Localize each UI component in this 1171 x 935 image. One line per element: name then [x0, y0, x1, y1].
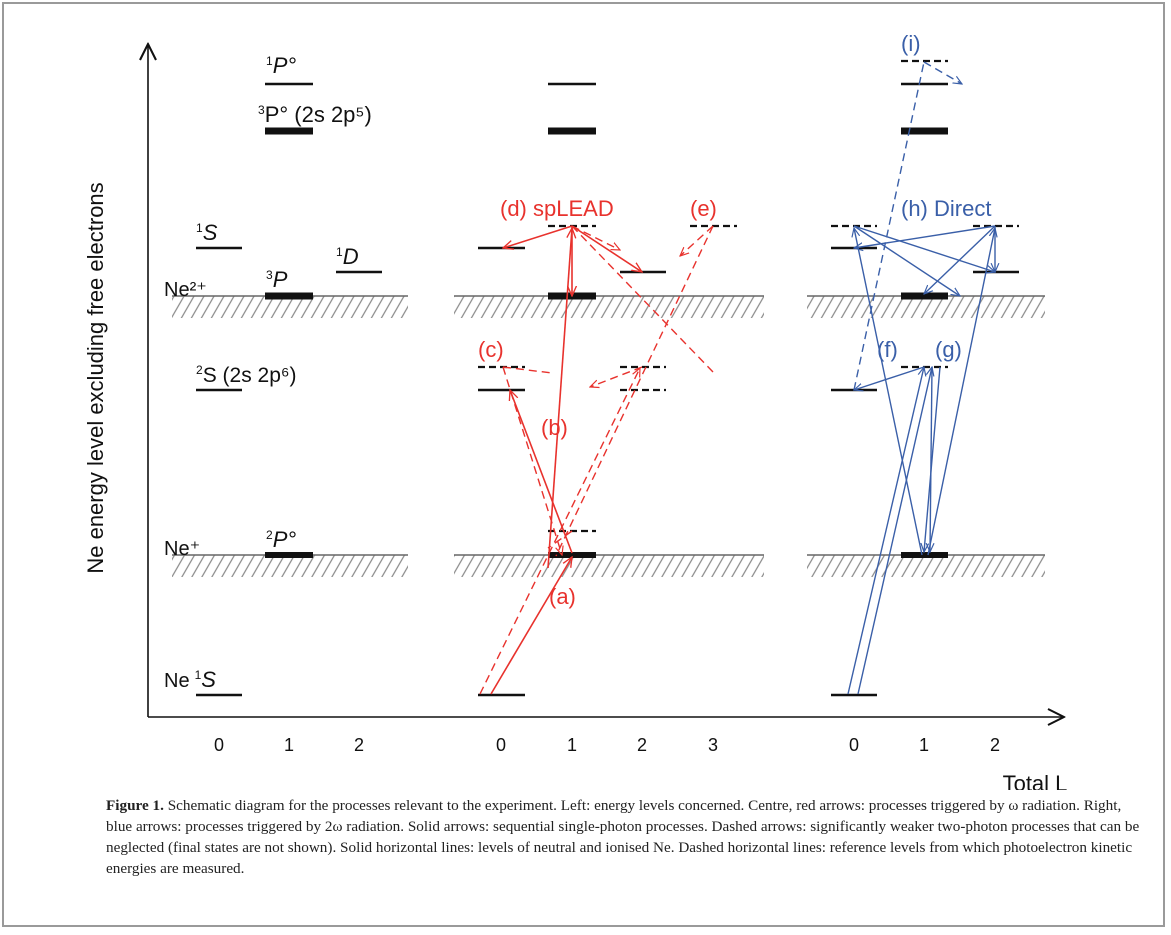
- arrow-i2: [923, 61, 962, 84]
- caption-text: Schematic diagram for the processes rele…: [106, 797, 1140, 877]
- arrow-i1: [853, 61, 925, 391]
- y-axis-label: Ne energy level excluding free electrons: [83, 182, 108, 573]
- arrow-f: [547, 530, 573, 549]
- arrow-b: [510, 390, 573, 554]
- arrow-c1: [502, 366, 553, 374]
- arrow-x: [590, 366, 643, 387]
- label-e: (e): [690, 196, 717, 221]
- label-c: (c): [478, 337, 504, 362]
- energy-level-diagram: Ne energy level excluding free electrons…: [83, 31, 1068, 790]
- arrow-h1: [854, 228, 923, 556]
- arrow-f1: [854, 366, 925, 390]
- arrow-c2: [502, 366, 562, 555]
- tick-centre-3: 3: [708, 735, 718, 755]
- ne2plus-threshold: [172, 295, 1045, 318]
- label-d: (d) spLEAD: [500, 196, 614, 221]
- arrow-a1: [490, 557, 572, 695]
- label-i: (i): [901, 31, 921, 56]
- label-3Po: 3P° (2s 2p⁵): [258, 102, 372, 127]
- two-omega-solid-arrows: [847, 225, 996, 695]
- label-3P: 3P: [266, 267, 288, 292]
- two-omega-dashed-arrows: [853, 61, 962, 391]
- label-b: (b): [541, 415, 568, 440]
- tick-left-1: 1: [284, 735, 294, 755]
- arrow-h7: [853, 225, 960, 296]
- tick-right-0: 0: [849, 735, 859, 755]
- arrow-h3: [854, 225, 996, 248]
- x-axis-label: Total L: [1003, 771, 1068, 790]
- arrow-a2: [479, 368, 640, 695]
- omega-solid-arrows: [490, 225, 642, 695]
- tick-centre-1: 1: [567, 735, 577, 755]
- label-2S: 2S (2s 2p⁶): [196, 363, 297, 387]
- arrow-f3: [924, 366, 941, 552]
- tick-centre-0: 0: [496, 735, 506, 755]
- arrow-h2: [927, 228, 995, 556]
- label-a: (a): [549, 584, 576, 609]
- arrow-e2: [680, 225, 714, 256]
- tick-left-0: 0: [214, 735, 224, 755]
- arrow-d1: [503, 225, 573, 248]
- tick-left-2: 2: [354, 735, 364, 755]
- label-h: (h) Direct: [901, 196, 991, 221]
- omega-dashed-arrows: [479, 225, 714, 695]
- solid-levels: [196, 82, 1019, 697]
- label-f: (f): [877, 337, 898, 362]
- label-1Po: 1P°: [266, 53, 296, 78]
- label-1D: 1D: [336, 244, 359, 269]
- tick-centre-2: 2: [637, 735, 647, 755]
- arrow-d3: [571, 225, 642, 272]
- arrow-d4: [571, 225, 620, 250]
- caption-label: Figure 1.: [106, 797, 164, 814]
- label-ne-ground: Ne 1S: [164, 667, 216, 692]
- arrow-b2: [547, 228, 572, 569]
- arrow-h6: [853, 225, 995, 272]
- figure-caption: Figure 1. Schematic diagram for the proc…: [106, 795, 1146, 879]
- neplus-threshold: [172, 554, 1045, 577]
- label-2Po: 2P°: [266, 527, 296, 552]
- arrow-g1: [847, 367, 924, 695]
- arrow-f2: [930, 366, 932, 552]
- arrow-e1: [555, 225, 714, 557]
- tick-right-1: 1: [919, 735, 929, 755]
- arrow-d5: [571, 225, 714, 373]
- tick-right-2: 2: [990, 735, 1000, 755]
- label-1S-top: 1S: [196, 220, 218, 245]
- label-ne2plus: Ne²⁺: [164, 279, 207, 301]
- label-neplus: Ne⁺: [164, 538, 200, 560]
- arrow-g2: [857, 367, 932, 695]
- label-g: (g): [935, 337, 962, 362]
